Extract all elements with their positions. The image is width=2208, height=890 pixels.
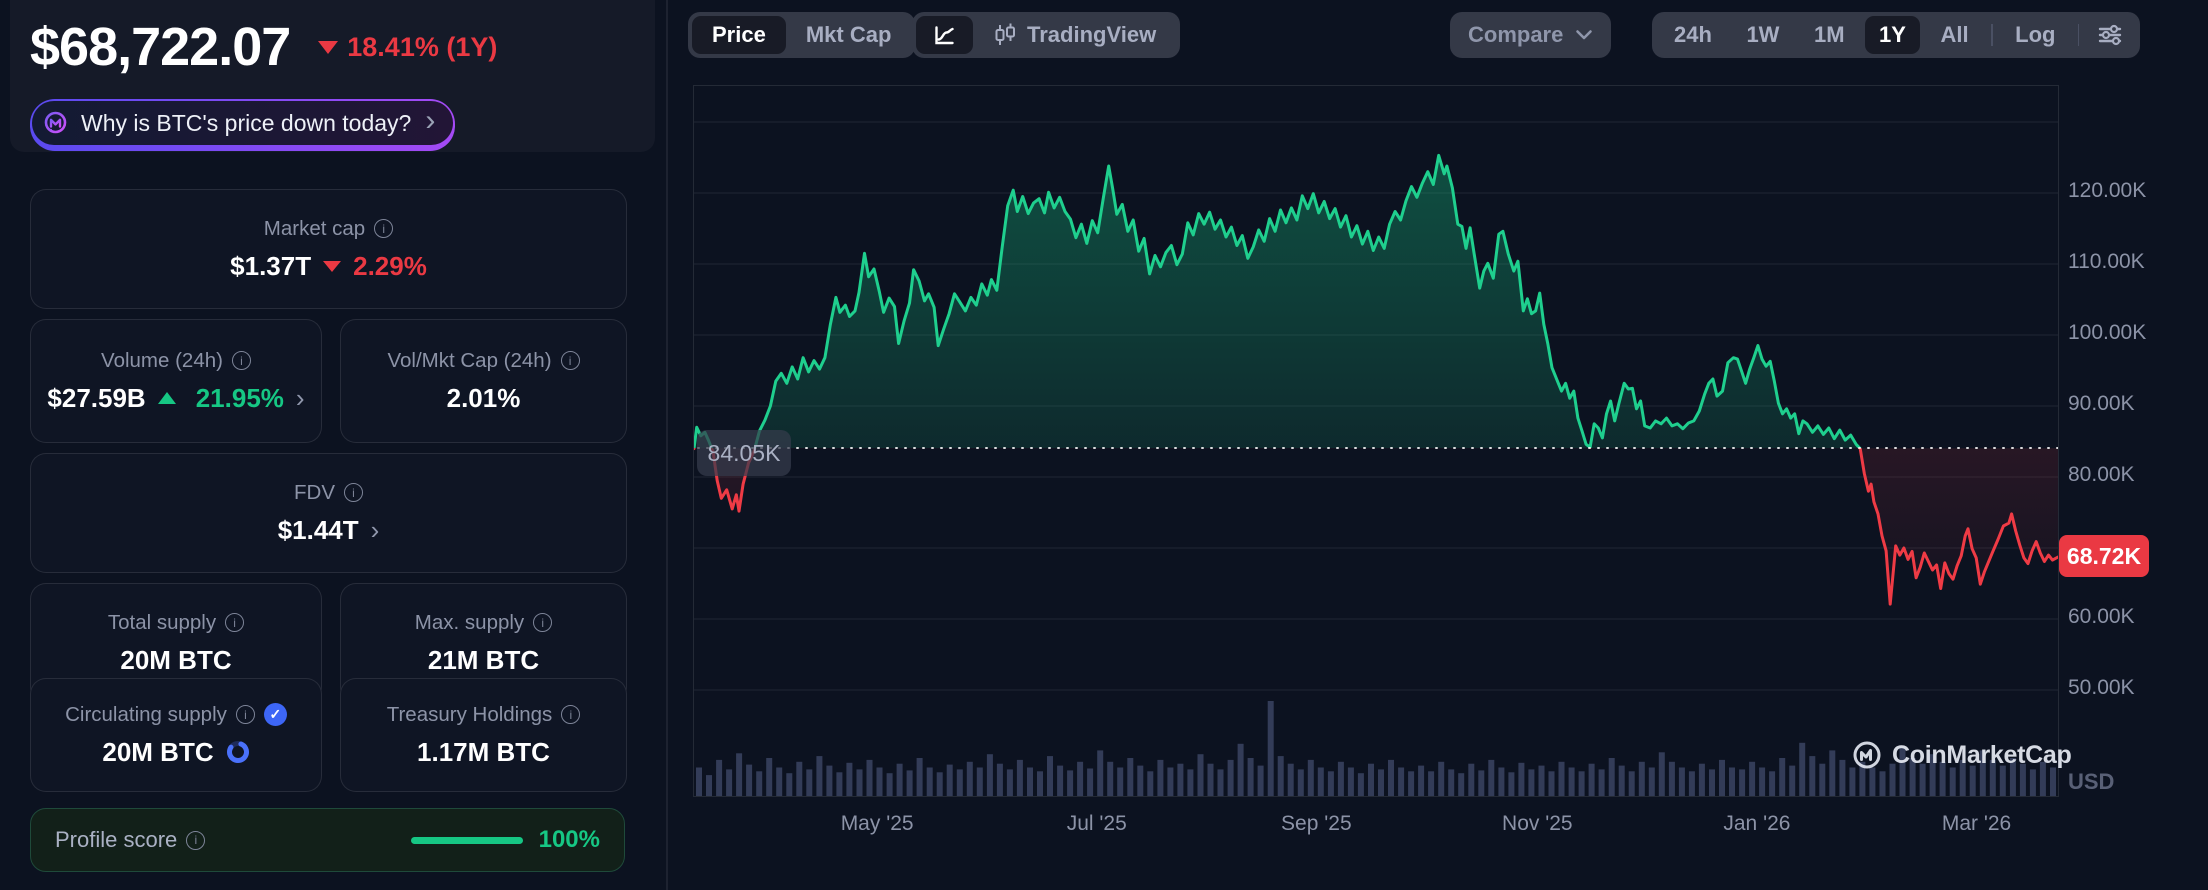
x-tick-label: May '25 <box>840 812 914 835</box>
x-tick-label: Jan '26 <box>1723 812 1791 835</box>
price-header: $68,722.07 18.41% (1Y) <box>30 14 497 80</box>
market-cap-change: 2.29% <box>353 250 427 281</box>
y-tick-label: 90.00K <box>2068 392 2135 415</box>
market-cap-card: Market cap i $1.37T 2.29% <box>30 189 627 309</box>
volume-24h-label: Volume (24h) <box>101 348 223 372</box>
profile-score-label: Profile score <box>55 827 178 852</box>
time-range-tabs: 24h 1W 1M 1Y All Log <box>1652 12 2140 58</box>
y-tick-label: 60.00K <box>2068 605 2135 628</box>
tab-line-chart[interactable] <box>916 16 973 54</box>
info-icon[interactable]: i <box>561 705 581 724</box>
total-supply-value: 20M BTC <box>120 644 232 675</box>
circulating-supply-value: 20M BTC <box>102 736 214 767</box>
cmc-logo-icon <box>1853 741 1881 769</box>
circulating-supply-card: Circulating supply i ✓ 20M BTC <box>30 678 322 792</box>
vol-mkt-cap-value: 2.01% <box>446 382 521 413</box>
ai-insight-button[interactable]: Why is BTC's price down today? › <box>30 99 456 151</box>
chevron-right-icon: › <box>425 104 436 137</box>
vertical-divider <box>666 0 668 890</box>
y-tick-label: 100.00K <box>2068 321 2147 344</box>
market-cap-value: $1.37T <box>230 250 312 281</box>
x-tick-label: Sep '25 <box>1281 812 1352 835</box>
total-supply-label: Total supply <box>107 610 217 634</box>
info-icon[interactable]: i <box>374 219 394 238</box>
chart-panel: Price Mkt Cap Tradin <box>667 0 2208 890</box>
fdv-detail-link[interactable]: › <box>370 514 380 545</box>
tab-price[interactable]: Price <box>692 16 786 54</box>
currency-label: USD <box>2068 769 2115 794</box>
info-icon[interactable]: i <box>186 830 206 850</box>
chart-view-tabs: TradingView <box>912 12 1181 58</box>
treasury-holdings-card: Treasury Holdings i 1.17M BTC <box>340 678 627 792</box>
range-tab-24h[interactable]: 24h <box>1674 22 1712 47</box>
supply-progress-ring-icon <box>226 741 249 763</box>
vol-mkt-cap-label: Vol/Mkt Cap (24h) <box>387 348 552 372</box>
watermark-label: CoinMarketCap <box>1892 740 2072 769</box>
y-tick-label: 50.00K <box>2068 676 2135 699</box>
info-icon[interactable]: i <box>344 483 363 502</box>
info-icon[interactable]: i <box>225 613 245 632</box>
range-tab-1m[interactable]: 1M <box>1813 22 1845 47</box>
circulating-supply-label: Circulating supply <box>65 702 227 726</box>
volume-24h-card: Volume (24h) i $27.59B 21.95% › <box>30 319 322 443</box>
separator <box>2077 24 2080 46</box>
treasury-holdings-value: 1.17M BTC <box>417 736 550 767</box>
x-tick-label: Mar '26 <box>1941 812 2012 835</box>
x-tick-label: Nov '25 <box>1502 812 1573 835</box>
profile-score-bar <box>410 836 523 844</box>
price-change-value: 18.41% (1Y) <box>347 31 498 62</box>
separator <box>1991 24 1993 46</box>
current-price: $68,722.07 <box>30 17 291 77</box>
line-chart-icon <box>935 25 954 44</box>
max-supply-label: Max. supply <box>414 610 525 634</box>
range-tab-log[interactable]: Log <box>2015 22 2056 47</box>
candlestick-icon <box>995 23 1015 45</box>
price-chart-svg <box>694 121 2058 796</box>
info-icon[interactable]: i <box>560 351 580 370</box>
price-mktcap-tabs: Price Mkt Cap <box>688 12 916 58</box>
open-price-label: 84.05K <box>697 430 791 476</box>
arrow-down-icon <box>323 260 342 272</box>
profile-score-value: 100% <box>538 826 600 853</box>
info-icon[interactable]: i <box>231 351 251 370</box>
y-tick-label: 80.00K <box>2068 463 2135 486</box>
arrow-up-icon <box>157 392 176 404</box>
last-price-badge: 68.72K <box>2059 535 2149 577</box>
profile-score-card: Profile score i 100% <box>30 808 625 872</box>
max-supply-value: 21M BTC <box>427 644 540 675</box>
market-cap-label: Market cap <box>263 216 366 240</box>
range-tab-1w[interactable]: 1W <box>1746 22 1780 47</box>
cmc-ai-icon <box>44 111 67 133</box>
x-tick-label: Jul '25 <box>1066 812 1127 835</box>
price-change: 18.41% (1Y) <box>318 32 497 63</box>
chevron-down-icon <box>1576 30 1593 40</box>
chart-settings-button[interactable] <box>2088 16 2132 54</box>
arrow-down-icon <box>318 40 339 54</box>
info-icon[interactable]: i <box>533 613 553 632</box>
vol-mkt-cap-card: Vol/Mkt Cap (24h) i 2.01% <box>340 319 627 443</box>
range-tab-1y[interactable]: 1Y <box>1865 16 1920 54</box>
fdv-label: FDV <box>294 480 335 504</box>
info-icon[interactable]: i <box>235 705 255 724</box>
ai-question-label: Why is BTC's price down today? <box>81 109 412 136</box>
tab-tradingview[interactable]: TradingView <box>973 16 1176 54</box>
compare-button[interactable]: Compare <box>1450 12 1612 58</box>
verified-check-icon[interactable]: ✓ <box>263 703 287 726</box>
range-tab-all[interactable]: All <box>1940 22 1969 47</box>
coinmarketcap-watermark: CoinMarketCap <box>1852 740 2072 770</box>
volume-24h-value: $27.59B <box>47 382 146 413</box>
y-tick-label: 120.00K <box>2068 179 2147 202</box>
volume-detail-link[interactable]: › <box>295 382 305 413</box>
chart-settings-icon[interactable] <box>2096 21 2124 49</box>
fdv-value: $1.44T <box>277 514 359 545</box>
price-chart-plot[interactable] <box>693 85 2059 797</box>
tab-mkt-cap[interactable]: Mkt Cap <box>805 22 892 47</box>
fdv-card: FDV i $1.44T › <box>30 453 627 573</box>
treasury-holdings-label: Treasury Holdings <box>386 702 553 726</box>
volume-24h-change: 21.95% <box>195 382 284 413</box>
y-tick-label: 110.00K <box>2068 250 2145 273</box>
